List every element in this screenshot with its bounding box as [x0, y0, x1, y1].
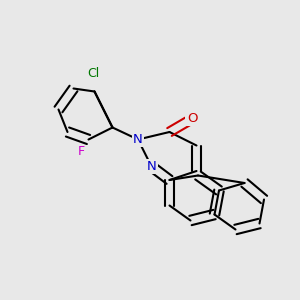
- Text: N: N: [147, 160, 156, 173]
- Text: O: O: [187, 112, 197, 125]
- Text: F: F: [77, 145, 85, 158]
- Text: Cl: Cl: [87, 67, 99, 80]
- Text: N: N: [133, 133, 143, 146]
